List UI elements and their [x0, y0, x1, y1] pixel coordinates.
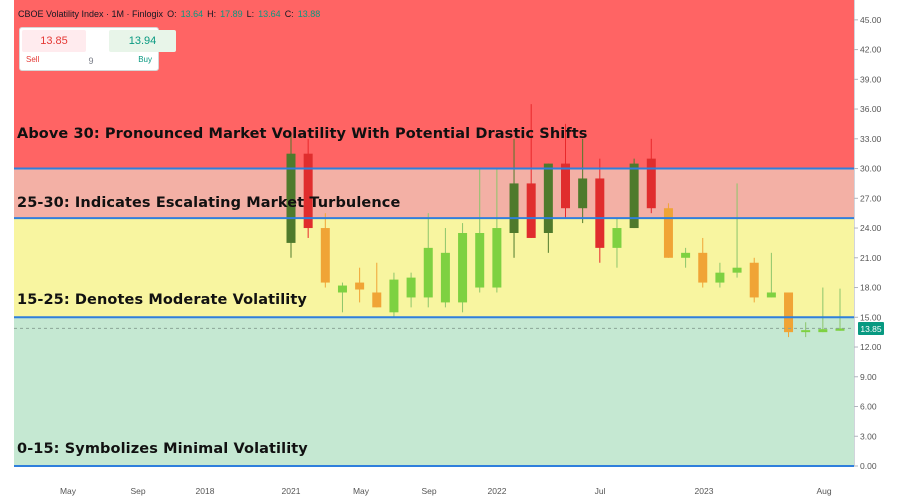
candle-body [732, 267, 742, 273]
y-tick-label: 12.00 [860, 342, 882, 352]
candle-body [801, 330, 811, 333]
y-tick-label: 15.00 [860, 312, 882, 322]
candle-body [492, 228, 502, 288]
x-tick-label: Aug [816, 486, 831, 496]
candle-body [835, 328, 845, 331]
x-tick-label: May [60, 486, 77, 496]
last-price-badge: 13.85 [858, 322, 884, 335]
candle-body [595, 178, 605, 248]
candle-body [475, 233, 485, 288]
low-value: 13.64 [258, 9, 281, 19]
x-tick-label: 2021 [282, 486, 301, 496]
y-tick-label: 6.00 [860, 402, 877, 412]
candle-body [646, 158, 656, 209]
sell-label: Sell [26, 55, 40, 64]
close-label: C: [284, 9, 294, 19]
symbol-label: CBOE Volatility Index · 1M · Finlogix [18, 9, 164, 19]
x-tick-label: 2022 [488, 486, 507, 496]
trade-panel: 13.85 13.94 Sell Buy [19, 27, 176, 71]
open-value: 13.64 [180, 9, 204, 19]
close-value: 13.88 [297, 9, 321, 19]
candle-body [337, 285, 347, 293]
candle-body [578, 178, 588, 209]
y-tick-label: 45.00 [860, 15, 882, 25]
candle-body [543, 163, 553, 233]
candle-body [526, 183, 536, 238]
y-tick-label: 21.00 [860, 253, 882, 263]
candle-body [612, 228, 622, 248]
y-tick-label: 27.00 [860, 193, 882, 203]
candle-body [406, 277, 416, 298]
candle-body [389, 279, 399, 313]
candle-body [286, 153, 296, 243]
buy-button[interactable]: 13.94 [109, 30, 176, 52]
high-value: 17.89 [220, 9, 243, 19]
price-axis-panel [854, 0, 900, 500]
x-tick-label: Jul [595, 486, 606, 496]
candle-body [818, 329, 828, 333]
open-label: O: [167, 9, 177, 19]
zone-label-moderate: 15-25: Denotes Moderate Volatility [17, 292, 307, 308]
sell-button[interactable]: 13.85 [22, 30, 86, 52]
candle-body [766, 292, 776, 298]
y-tick-label: 42.00 [860, 45, 882, 55]
candle-body [715, 272, 725, 283]
candle-body [629, 163, 639, 229]
candle-body [423, 247, 433, 298]
x-tick-label: 2023 [695, 486, 714, 496]
buy-label: Buy [138, 55, 152, 64]
zone-high [14, 0, 854, 169]
high-label: H: [207, 9, 217, 19]
y-tick-label: 24.00 [860, 223, 882, 233]
y-tick-label: 30.00 [860, 164, 882, 174]
candle-body [749, 262, 759, 298]
y-tick-label: 3.00 [860, 431, 877, 441]
x-tick-label: 2018 [196, 486, 215, 496]
candle-body [681, 252, 691, 258]
y-tick-label: 18.00 [860, 283, 882, 293]
candle-body [458, 233, 468, 303]
time-axis-panel [0, 466, 854, 500]
zone-label-low: 0-15: Symbolizes Minimal Volatility [17, 441, 308, 457]
x-tick-label: May [353, 486, 370, 496]
zone-turbulent [14, 168, 854, 219]
x-tick-label: Sep [421, 486, 436, 496]
x-tick-label: Sep [130, 486, 145, 496]
zone-moderate [14, 218, 854, 318]
candle-body [303, 153, 313, 229]
candle-body [372, 292, 382, 308]
candle-body [663, 208, 673, 258]
symbol-header: CBOE Volatility Index · 1M · Finlogix O:… [18, 6, 320, 22]
candle-body [440, 252, 450, 303]
y-tick-label: 36.00 [860, 104, 882, 114]
candle-body [355, 282, 365, 290]
candle-body [561, 163, 570, 209]
y-tick-label: 39.00 [860, 74, 882, 84]
zone-label-turbulent: 25-30: Indicates Escalating Market Turbu… [17, 195, 401, 211]
y-tick-label: 33.00 [860, 134, 882, 144]
y-tick-label: 9.00 [860, 372, 877, 382]
zone-low [14, 317, 854, 466]
quantity-input[interactable] [51, 53, 131, 69]
candle-body [784, 292, 794, 333]
candle-body [320, 228, 330, 283]
low-label: L: [246, 9, 255, 19]
candle-body [698, 252, 708, 283]
zone-label-high: Above 30: Pronounced Market Volatility W… [17, 126, 588, 142]
y-tick-label: 0.00 [860, 461, 877, 471]
candle-body [509, 183, 519, 233]
